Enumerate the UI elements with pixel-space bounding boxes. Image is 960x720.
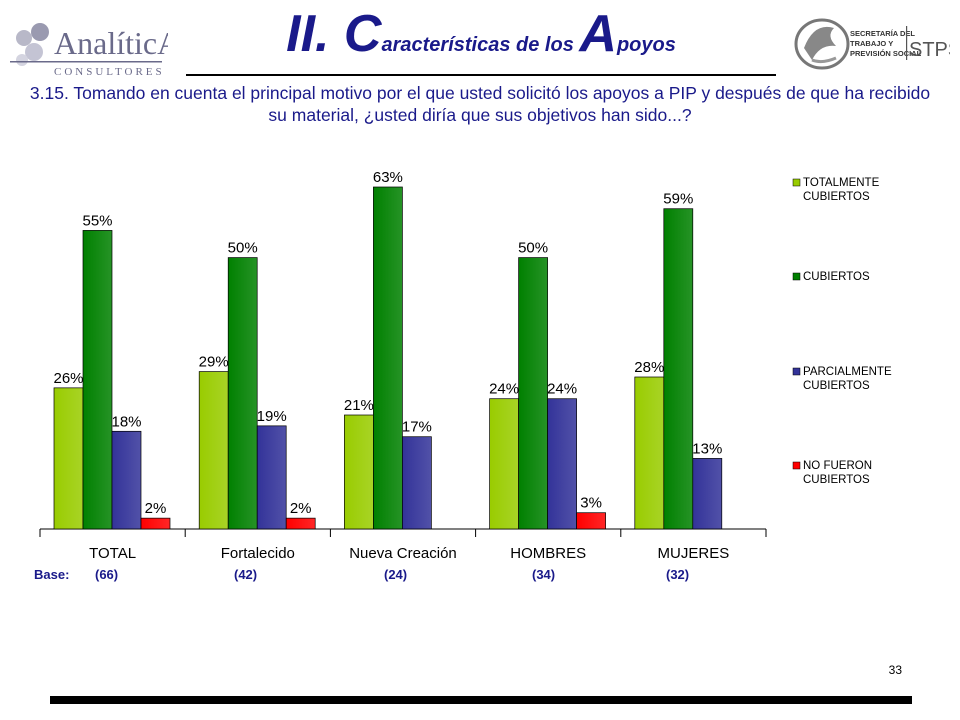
- title-part1-small: aracterísticas de los: [381, 34, 580, 56]
- base-value-nueva-creacion: (24): [384, 567, 408, 582]
- bar-hombres-no-fueron-cubiertos: [576, 512, 606, 530]
- data-label-fortalecido-totalmente-cubiertos: 29%: [199, 354, 229, 371]
- base-value-total: (66): [95, 567, 119, 582]
- category-label-mujeres: MUJERES: [658, 545, 730, 562]
- data-label-hombres-cubiertos: 50%: [518, 240, 548, 257]
- data-label-hombres-parcialmente-cubiertos: 24%: [547, 381, 577, 398]
- bar-total-no-fueron-cubiertos: [140, 517, 171, 530]
- bar-hombres-totalmente-cubiertos: [489, 398, 519, 530]
- legend-swatch-parcialmente-cubiertos: [792, 367, 801, 376]
- stps-logo: SECRETARÍA DEL TRABAJO Y PREVISIÓN SOCIA…: [794, 18, 950, 70]
- logo-right-acronym: STPS: [909, 39, 950, 61]
- bar-mujeres-cubiertos: [663, 208, 694, 530]
- analitica-logo: AnalíticA CONSULTORES: [10, 23, 168, 78]
- logo-left-sub: CONSULTORES: [54, 66, 165, 78]
- title-part1-big: II. C: [286, 5, 382, 63]
- base-value-mujeres: (32): [666, 567, 690, 582]
- data-label-fortalecido-parcialmente-cubiertos: 19%: [257, 408, 287, 425]
- data-label-nueva-creacion-parcialmente-cubiertos: 17%: [402, 419, 432, 436]
- data-label-total-totalmente-cubiertos: 26%: [53, 370, 83, 387]
- data-label-nueva-creacion-totalmente-cubiertos: 21%: [344, 397, 374, 414]
- title-part2-big: A: [579, 5, 617, 63]
- legend-label-cubiertos: CUBIERTOS: [803, 271, 870, 283]
- data-label-nueva-creacion-cubiertos: 63%: [373, 169, 403, 186]
- eagle-emblem-icon: [794, 18, 850, 70]
- logo-right-line1: SECRETARÍA DEL: [850, 29, 915, 38]
- bar-fortalecido-parcialmente-cubiertos: [256, 425, 287, 530]
- base-label: Base:: [34, 567, 70, 582]
- data-label-mujeres-totalmente-cubiertos: 28%: [634, 359, 664, 376]
- bar-hombres-parcialmente-cubiertos: [547, 398, 577, 530]
- bar-nueva-creacion-cubiertos: [373, 186, 403, 530]
- bar-mujeres-parcialmente-cubiertos: [692, 458, 723, 530]
- category-label-hombres: HOMBRES: [510, 545, 586, 562]
- bar-hombres-cubiertos: [518, 257, 548, 530]
- base-value-fortalecido: (42): [234, 567, 258, 582]
- bar-nueva-creacion-totalmente-cubiertos: [344, 414, 374, 530]
- category-label-total: TOTAL: [89, 545, 136, 562]
- logo-circles-icon: [16, 23, 49, 66]
- bar-total-parcialmente-cubiertos: [111, 430, 142, 530]
- logo-left-text: AnalíticA: [54, 25, 168, 61]
- bar-total-cubiertos: [82, 230, 113, 530]
- data-label-hombres-no-fueron-cubiertos: 3%: [580, 495, 602, 512]
- title-part2-small: poyos: [616, 34, 676, 56]
- bar-mujeres-totalmente-cubiertos: [634, 376, 665, 530]
- data-label-mujeres-cubiertos: 59%: [663, 191, 693, 208]
- logo-right-line2: TRABAJO Y: [850, 39, 893, 48]
- data-label-fortalecido-no-fueron-cubiertos: 2%: [290, 500, 312, 517]
- bar-nueva-creacion-parcialmente-cubiertos: [402, 436, 432, 530]
- legend-swatch-cubiertos: [792, 272, 801, 281]
- bar-fortalecido-cubiertos: [227, 257, 258, 530]
- logo-right-line3: PREVISIÓN SOCIAL: [850, 49, 922, 58]
- question-text: 3.15. Tomando en cuenta el principal mot…: [29, 83, 931, 125]
- legend-label-parcialmente-cubiertos: PARCIALMENTE CUBIERTOS: [803, 366, 892, 392]
- data-label-total-cubiertos: 55%: [82, 212, 112, 229]
- title-underline: [186, 74, 776, 76]
- legend-swatch-no-fueron-cubiertos: [792, 461, 801, 470]
- legend-label-totalmente-cubiertos: TOTALMENTE CUBIERTOS: [803, 177, 880, 203]
- page-number: 33: [888, 663, 902, 677]
- bar-total-totalmente-cubiertos: [53, 387, 84, 530]
- legend-swatch-totalmente-cubiertos: [792, 178, 801, 187]
- data-label-total-parcialmente-cubiertos: 18%: [111, 413, 141, 430]
- category-label-nueva-creacion: Nueva Creación: [349, 545, 457, 562]
- page-title: II. Características de los Apoyos: [188, 4, 774, 74]
- bar-fortalecido-totalmente-cubiertos: [198, 371, 229, 530]
- data-label-hombres-totalmente-cubiertos: 24%: [489, 381, 519, 398]
- bar-fortalecido-no-fueron-cubiertos: [285, 517, 316, 530]
- base-value-hombres: (34): [532, 567, 556, 582]
- data-label-fortalecido-cubiertos: 50%: [228, 240, 258, 257]
- category-label-fortalecido: Fortalecido: [221, 545, 295, 562]
- base-row: Base: (66) (42) (24) (34) (32): [0, 567, 960, 585]
- data-label-mujeres-parcialmente-cubiertos: 13%: [692, 440, 722, 457]
- legend-label-no-fueron-cubiertos: NO FUERON CUBIERTOS: [803, 460, 872, 486]
- data-label-total-no-fueron-cubiertos: 2%: [145, 500, 167, 517]
- footer-bar: [50, 696, 912, 704]
